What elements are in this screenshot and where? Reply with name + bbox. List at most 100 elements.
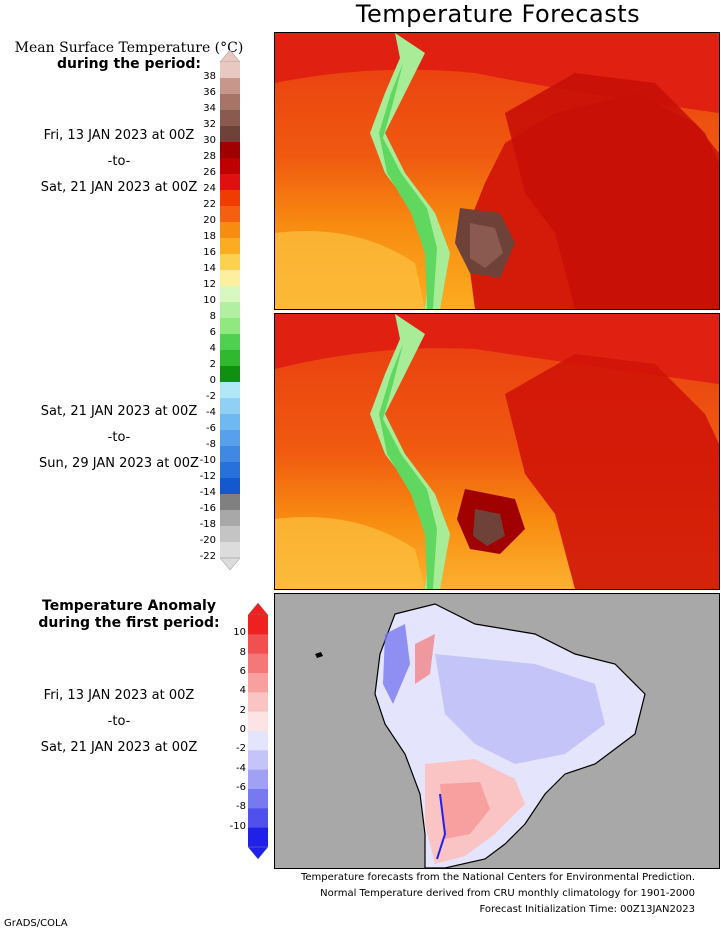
colorbar-tick-label: -8 (236, 801, 246, 813)
colorbar-tick-label: 24 (203, 183, 216, 194)
colorbar-swatch (248, 653, 268, 674)
colorbar-tick-label: 6 (209, 327, 216, 338)
colorbar-swatch (220, 510, 240, 527)
colorbar-tick-label: 28 (203, 151, 216, 162)
colorbar-tick-label: -6 (206, 423, 216, 434)
colorbar-swatch (220, 286, 240, 303)
colorbar-swatch (220, 158, 240, 175)
colorbar-bottom-cap (220, 557, 240, 570)
anomaly-map (274, 593, 720, 869)
anomaly-subheader: during the first period: (38, 615, 220, 631)
colorbar-tick-label: 0 (209, 375, 216, 386)
colorbar-swatch (220, 478, 240, 495)
colorbar-swatch (220, 78, 240, 95)
colorbar-tick-label: 4 (209, 343, 216, 354)
footer-source: Temperature forecasts from the National … (300, 872, 695, 883)
page-title: Temperature Forecasts (355, 0, 641, 28)
colorbar-swatch (248, 673, 268, 693)
colorbar-swatch (220, 126, 240, 143)
temperature-map-period2 (274, 313, 720, 590)
colorbar-swatch (220, 94, 240, 111)
colorbar-swatch (248, 711, 268, 732)
colorbar-swatch (220, 382, 240, 399)
colorbar-tick-label: -10 (199, 455, 216, 466)
colorbar-tick-label: 8 (239, 646, 246, 658)
colorbar-swatch (220, 526, 240, 543)
colorbar-swatch (220, 318, 240, 335)
temperature-map-period1-graphic (275, 33, 719, 309)
colorbar-tick-label: 10 (203, 295, 216, 306)
colorbar-swatch (220, 542, 240, 559)
colorbar-swatch (220, 350, 240, 367)
period2-sep: -to- (107, 430, 131, 445)
anomaly-header: Temperature Anomaly (42, 598, 216, 614)
colorbar-tick-label: 12 (203, 279, 216, 290)
mean-temp-subheader: during the period: (56, 56, 202, 72)
colorbar-tick-label: -20 (199, 535, 216, 546)
period2-end: Sun, 29 JAN 2023 at 00Z (39, 456, 199, 471)
anomaly-map-graphic (275, 594, 719, 868)
colorbar-tick-label: 2 (239, 704, 246, 716)
colorbar-swatch (220, 254, 240, 271)
colorbar-swatch (248, 731, 268, 751)
colorbar-tick-label: -14 (199, 487, 216, 498)
footer-init-time: Forecast Initialization Time: 00Z13JAN20… (479, 904, 695, 915)
colorbar-swatch (220, 142, 240, 159)
colorbar-swatch (220, 334, 240, 351)
colorbar-tick-label: 2 (209, 359, 216, 370)
mean-temp-header: Mean Surface Temperature (°C) (14, 40, 244, 56)
period1-sep: -to- (107, 154, 131, 169)
colorbar-tick-label: -12 (199, 471, 216, 482)
colorbar-tick-label: 30 (203, 135, 216, 146)
colorbar-swatch (220, 174, 240, 191)
colorbar-swatch (220, 494, 240, 511)
colorbar-tick-label: -2 (236, 743, 246, 755)
footer-climatology: Normal Temperature derived from CRU mont… (320, 888, 695, 899)
temperature-map-period2-graphic (275, 314, 719, 589)
anomaly-color-swatches (248, 603, 268, 859)
colorbar-tick-label: 10 (233, 627, 246, 639)
colorbar-swatch (248, 769, 268, 790)
colorbar-swatch (220, 238, 240, 255)
period3-start: Fri, 13 JAN 2023 at 00Z (43, 688, 195, 703)
colorbar-tick-label: 38 (203, 71, 216, 82)
colorbar-swatch (220, 366, 240, 383)
colorbar-tick-label: 4 (239, 685, 246, 697)
colorbar-swatch (220, 110, 240, 127)
colorbar-swatch (248, 634, 268, 655)
colorbar-swatch (248, 750, 268, 771)
colorbar-tick-label: 22 (203, 199, 216, 210)
colorbar-swatch (220, 302, 240, 319)
colorbar-tick-label: -6 (236, 782, 246, 793)
temperature-map-period1 (274, 32, 720, 310)
period1-start: Fri, 13 JAN 2023 at 00Z (43, 128, 195, 143)
temperature-color-swatches (220, 50, 240, 570)
colorbar-tick-label: -4 (236, 762, 246, 774)
colorbar-swatch (248, 808, 268, 829)
period3-sep: -to- (107, 714, 131, 729)
colorbar-swatch (220, 398, 240, 415)
colorbar-bottom-cap (248, 846, 268, 859)
colorbar-swatch (248, 789, 268, 809)
colorbar-tick-label: 8 (209, 311, 216, 322)
colorbar-tick-label: -4 (206, 407, 216, 418)
colorbar-swatch (248, 827, 268, 848)
colorbar-swatch (220, 414, 240, 431)
colorbar-swatch (248, 692, 268, 713)
colorbar-tick-label: 16 (203, 247, 216, 258)
colorbar-swatch (248, 615, 268, 635)
colorbar-swatch (220, 462, 240, 479)
period2-start: Sat, 21 JAN 2023 at 00Z (40, 404, 198, 419)
colorbar-tick-label: 6 (239, 666, 246, 677)
temperature-colorbar: 38 36 34 32 30 28 26 24 22 20 18 16 14 12 10 8 6 4 2 0 -2 -4-… (190, 50, 240, 570)
colorbar-tick-label: 0 (239, 724, 246, 735)
colorbar-tick-label: -16 (199, 503, 216, 514)
period3-end: Sat, 21 JAN 2023 at 00Z (40, 740, 198, 755)
colorbar-swatch (220, 190, 240, 207)
colorbar-top-cap (248, 603, 268, 616)
colorbar-tick-label: 34 (203, 103, 216, 114)
colorbar-tick-label: 18 (203, 231, 216, 242)
colorbar-swatch (220, 222, 240, 239)
colorbar-tick-label: -2 (206, 391, 216, 402)
credit-label: GrADS/COLA (4, 918, 68, 929)
